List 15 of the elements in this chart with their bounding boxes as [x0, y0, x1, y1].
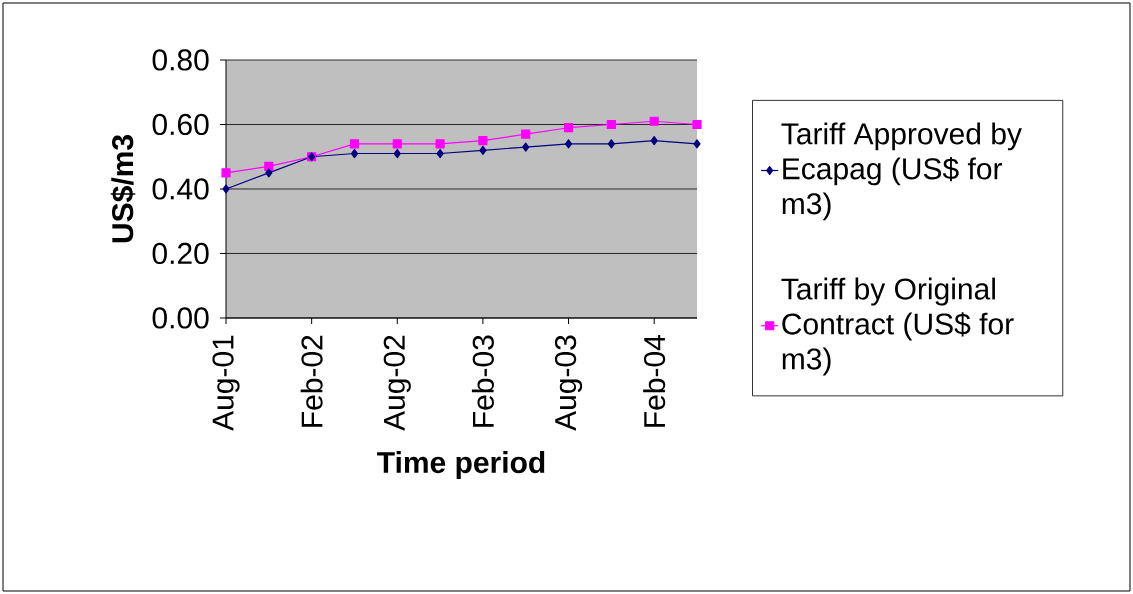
x-tick-label: Aug-01 [212, 335, 240, 431]
x-tick-label: Aug-02 [383, 335, 411, 431]
y-axis-title: US$/m3 [110, 135, 136, 243]
y-tick-label: 0.40 [152, 178, 209, 200]
x-tick-label: Aug-03 [554, 335, 583, 431]
x-tick-label: Feb-02 [300, 335, 323, 427]
y-tick-label: 0.80 [152, 49, 209, 71]
x-axis-title: Time period [377, 451, 545, 480]
legend-label: Tariff Approved by Ecapag (US$ for m3) [781, 122, 1022, 221]
y-tick-label: 0.20 [152, 242, 209, 265]
x-tick-label: Feb-04 [643, 335, 666, 427]
x-tick-label: Feb-03 [471, 335, 494, 427]
legend-label: Tariff by Original Contract (US$ for m3) [781, 277, 1014, 376]
y-tick-label: 0.60 [152, 113, 209, 136]
y-tick-label: 0.00 [152, 307, 209, 329]
